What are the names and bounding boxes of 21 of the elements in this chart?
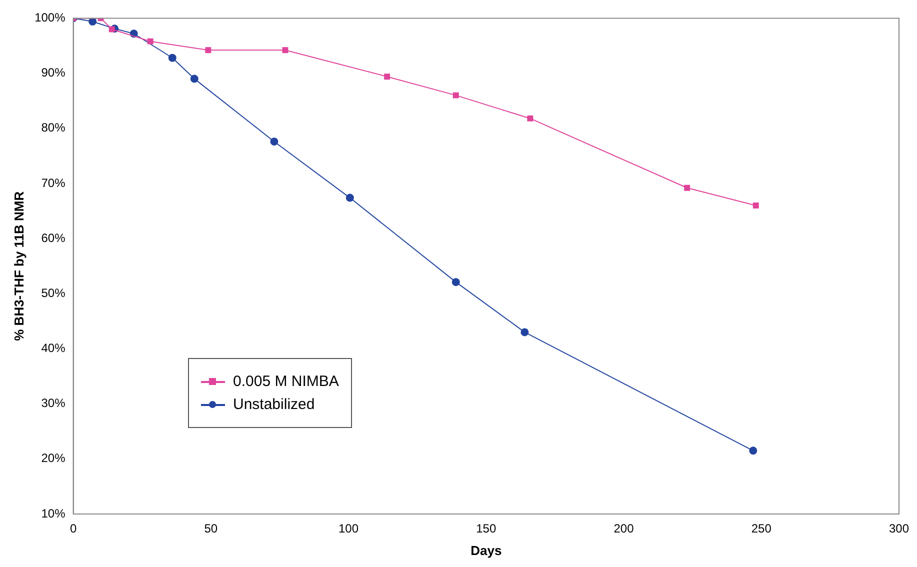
y-tick-label: 90% [41, 66, 66, 80]
y-tick-label: 80% [41, 120, 66, 135]
x-tick-label: 0 [70, 522, 77, 536]
y-tick-label: 70% [41, 176, 66, 190]
legend-label: Unstabilized [233, 396, 315, 413]
x-tick-label: 300 [888, 522, 910, 536]
x-tick-label: 200 [614, 522, 634, 536]
legend-label: 0.005 M NIMBA [233, 373, 339, 390]
y-tick-label: 100% [34, 10, 66, 25]
y-tick-label: 30% [41, 396, 66, 410]
y-tick-label: 20% [41, 451, 66, 466]
y-tick-label: 50% [41, 286, 66, 300]
x-tick-label: 50 [204, 522, 218, 536]
y-tick-label: 60% [41, 230, 66, 245]
y-tick-label: 40% [41, 341, 66, 356]
x-axis-title: Days [470, 542, 502, 558]
y-tick-label: 10% [41, 506, 66, 520]
x-tick-label: 150 [476, 522, 496, 536]
x-tick-label: 250 [751, 522, 772, 536]
y-axis-title: % BH3-THF by 11B NMR [11, 190, 26, 341]
x-tick-label: 100 [338, 522, 359, 536]
